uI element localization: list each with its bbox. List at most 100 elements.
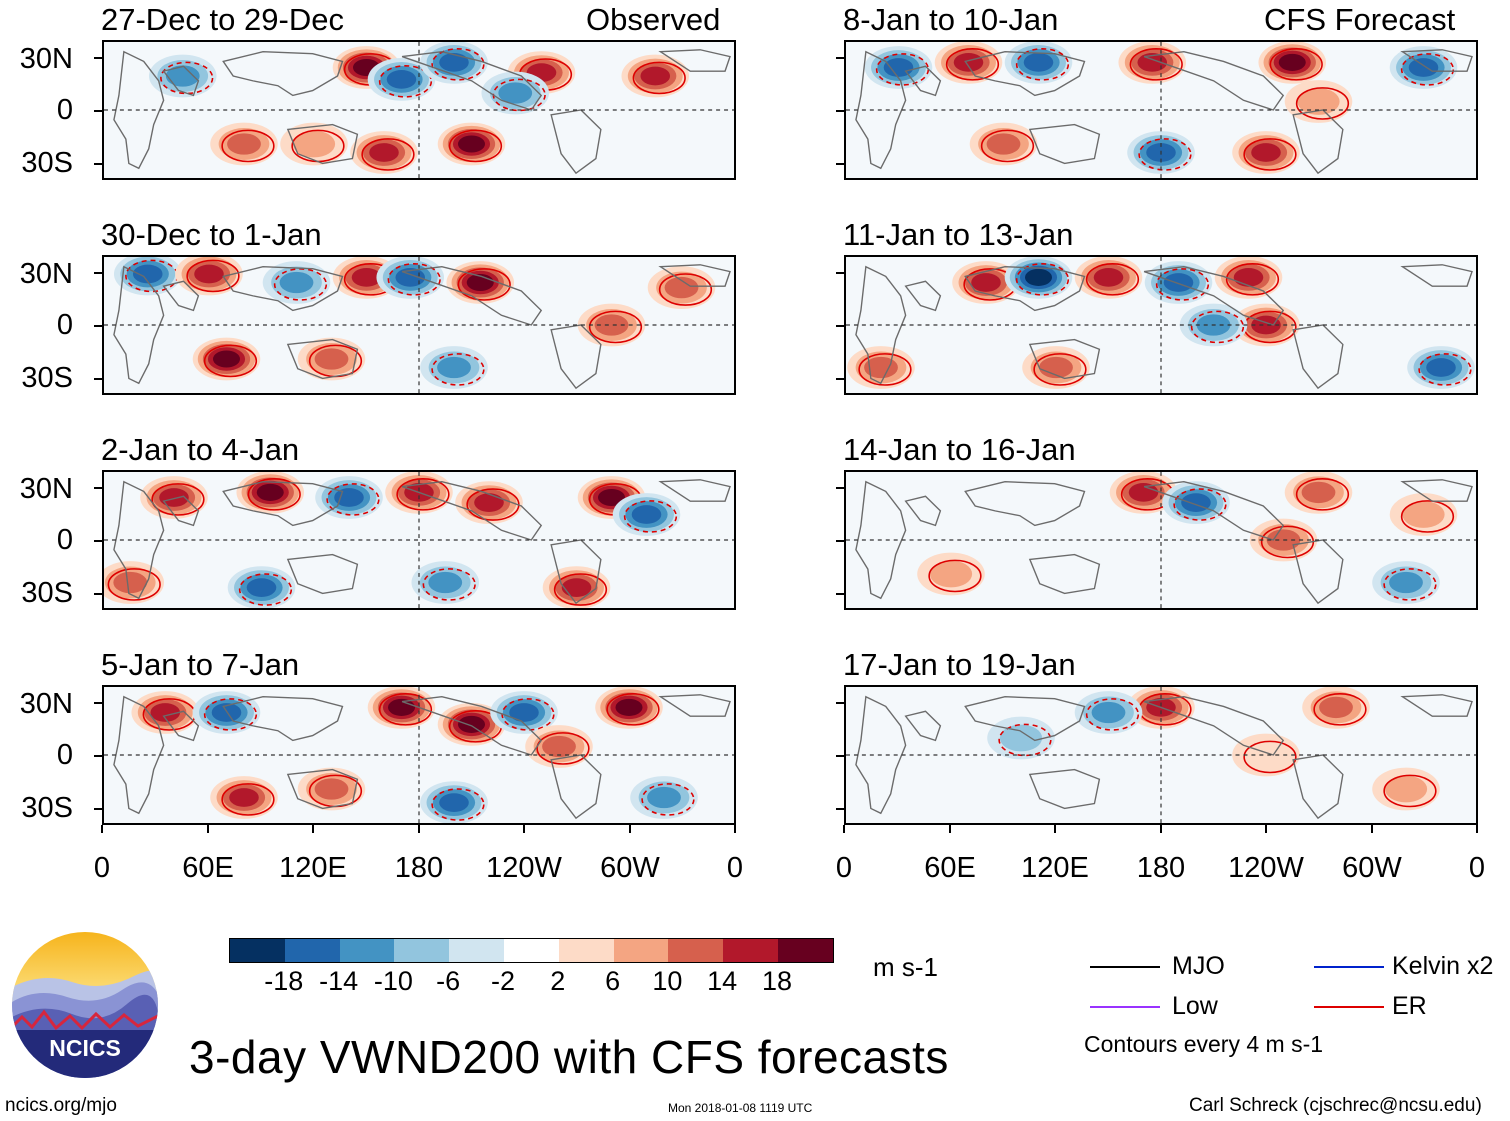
er-contour [1225, 263, 1280, 296]
colorbar-swatch [668, 939, 724, 962]
wind-anomaly-mark [194, 264, 224, 284]
er-contour [387, 263, 441, 296]
logo-text: NCICS [49, 1035, 121, 1061]
coastline [1292, 754, 1344, 820]
wind-anomaly-mark [256, 483, 284, 501]
observed-label: Observed [586, 2, 721, 37]
x-label: 60E [182, 852, 234, 884]
y-tick [836, 593, 844, 595]
wind-anomaly-mark [387, 698, 416, 716]
er-contour [945, 48, 1000, 81]
er-contour [1033, 353, 1087, 386]
coastline [1400, 479, 1473, 502]
wind-anomaly-mark [631, 505, 662, 524]
panel-title-2: 30-Dec to 1-Jan [101, 217, 322, 252]
forecast-label: CFS Forecast [1264, 2, 1456, 37]
y-label: 0 [56, 524, 73, 556]
coastline [286, 553, 359, 595]
er-contour [160, 61, 214, 95]
wind-anomaly-mark [212, 350, 241, 368]
wind-anomaly-mark [561, 578, 592, 597]
legend-label-mjo: MJO [1172, 952, 1225, 980]
x-tick [734, 825, 736, 833]
coastline [855, 265, 907, 385]
coastline [113, 480, 165, 600]
coastline [1143, 481, 1285, 541]
er-contour [1383, 774, 1437, 808]
y-label: 30N [19, 258, 73, 290]
wind-anomaly-mark [597, 488, 626, 507]
coastline [1143, 51, 1285, 111]
x-tick [417, 825, 420, 833]
map-panel-6 [844, 255, 1478, 395]
wind-anomaly-mark [1232, 733, 1300, 777]
colorbar-swatch [449, 939, 504, 962]
y-label: 30S [21, 362, 73, 394]
er-contour [588, 310, 643, 344]
er-contour [1190, 310, 1245, 344]
coastline [401, 481, 543, 541]
wind-anomaly-mark [498, 82, 533, 104]
er-contour [273, 268, 328, 301]
wind-anomaly-mark [615, 698, 643, 716]
er-contour [1138, 138, 1192, 171]
wind-anomaly-mark [883, 58, 914, 77]
er-contour [1269, 48, 1323, 81]
colorbar-label: -10 [373, 966, 413, 996]
wind-anomaly-mark [150, 703, 181, 722]
y-label: 0 [56, 309, 73, 341]
er-contour [641, 783, 695, 816]
x-label: 0 [1468, 852, 1486, 884]
er-contour [221, 783, 275, 816]
er-contour [1129, 48, 1183, 81]
coastline [904, 495, 942, 527]
y-tick [94, 163, 102, 165]
coastline [286, 338, 359, 380]
coastline [658, 694, 731, 717]
coastline [162, 710, 200, 742]
wind-anomaly-mark [165, 65, 200, 87]
x-label: 0 [93, 852, 111, 884]
coastline [162, 495, 200, 527]
wind-anomaly-mark [1023, 53, 1054, 72]
legend-line-mjo [1090, 966, 1160, 968]
y-tick [94, 755, 102, 757]
wind-anomaly-mark [457, 135, 486, 153]
er-contour [203, 698, 258, 731]
wind-anomaly-mark [428, 571, 463, 594]
panel-title-6: 11-Jan to 13-Jan [843, 217, 1074, 252]
coastline [162, 65, 200, 97]
ncics-logo: NCICS [12, 932, 158, 1078]
wind-anomaly-mark [279, 271, 314, 294]
colorbar-swatch [284, 939, 340, 962]
x-label: 60W [1342, 852, 1402, 884]
y-tick [836, 702, 844, 704]
er-contour [858, 353, 912, 386]
footer-link[interactable]: ncics.org/mjo [5, 1095, 117, 1116]
y-label: 30S [21, 577, 73, 609]
coastline [904, 280, 942, 312]
y-tick [94, 487, 102, 489]
wind-anomaly-mark [1163, 273, 1194, 292]
colorbar-swatch [503, 939, 559, 962]
coastline [1400, 264, 1473, 287]
coastline [1028, 123, 1101, 165]
er-contour [396, 478, 450, 511]
wind-anomaly-mark [929, 560, 973, 588]
wind-anomaly-mark [292, 130, 336, 158]
er-contour [536, 732, 590, 765]
er-contour [658, 273, 713, 306]
wind-anomaly-mark [386, 70, 417, 89]
x-tick [1159, 825, 1162, 833]
er-contour [378, 693, 433, 726]
y-label: 30N [19, 688, 73, 720]
coastline [1028, 338, 1101, 380]
x-tick [1476, 825, 1478, 833]
x-tick [1265, 825, 1267, 833]
colorbar-units: m s-1 [873, 952, 938, 982]
wind-anomaly-mark [542, 735, 576, 758]
wind-anomaly-mark [1408, 58, 1439, 77]
wind-anomaly-mark [1093, 268, 1124, 287]
wind-anomaly-mark [314, 348, 349, 370]
x-tick [1370, 825, 1373, 833]
